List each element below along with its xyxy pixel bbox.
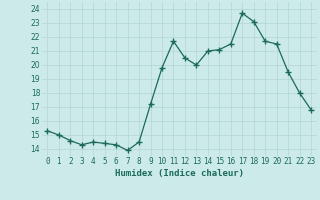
- X-axis label: Humidex (Indice chaleur): Humidex (Indice chaleur): [115, 169, 244, 178]
